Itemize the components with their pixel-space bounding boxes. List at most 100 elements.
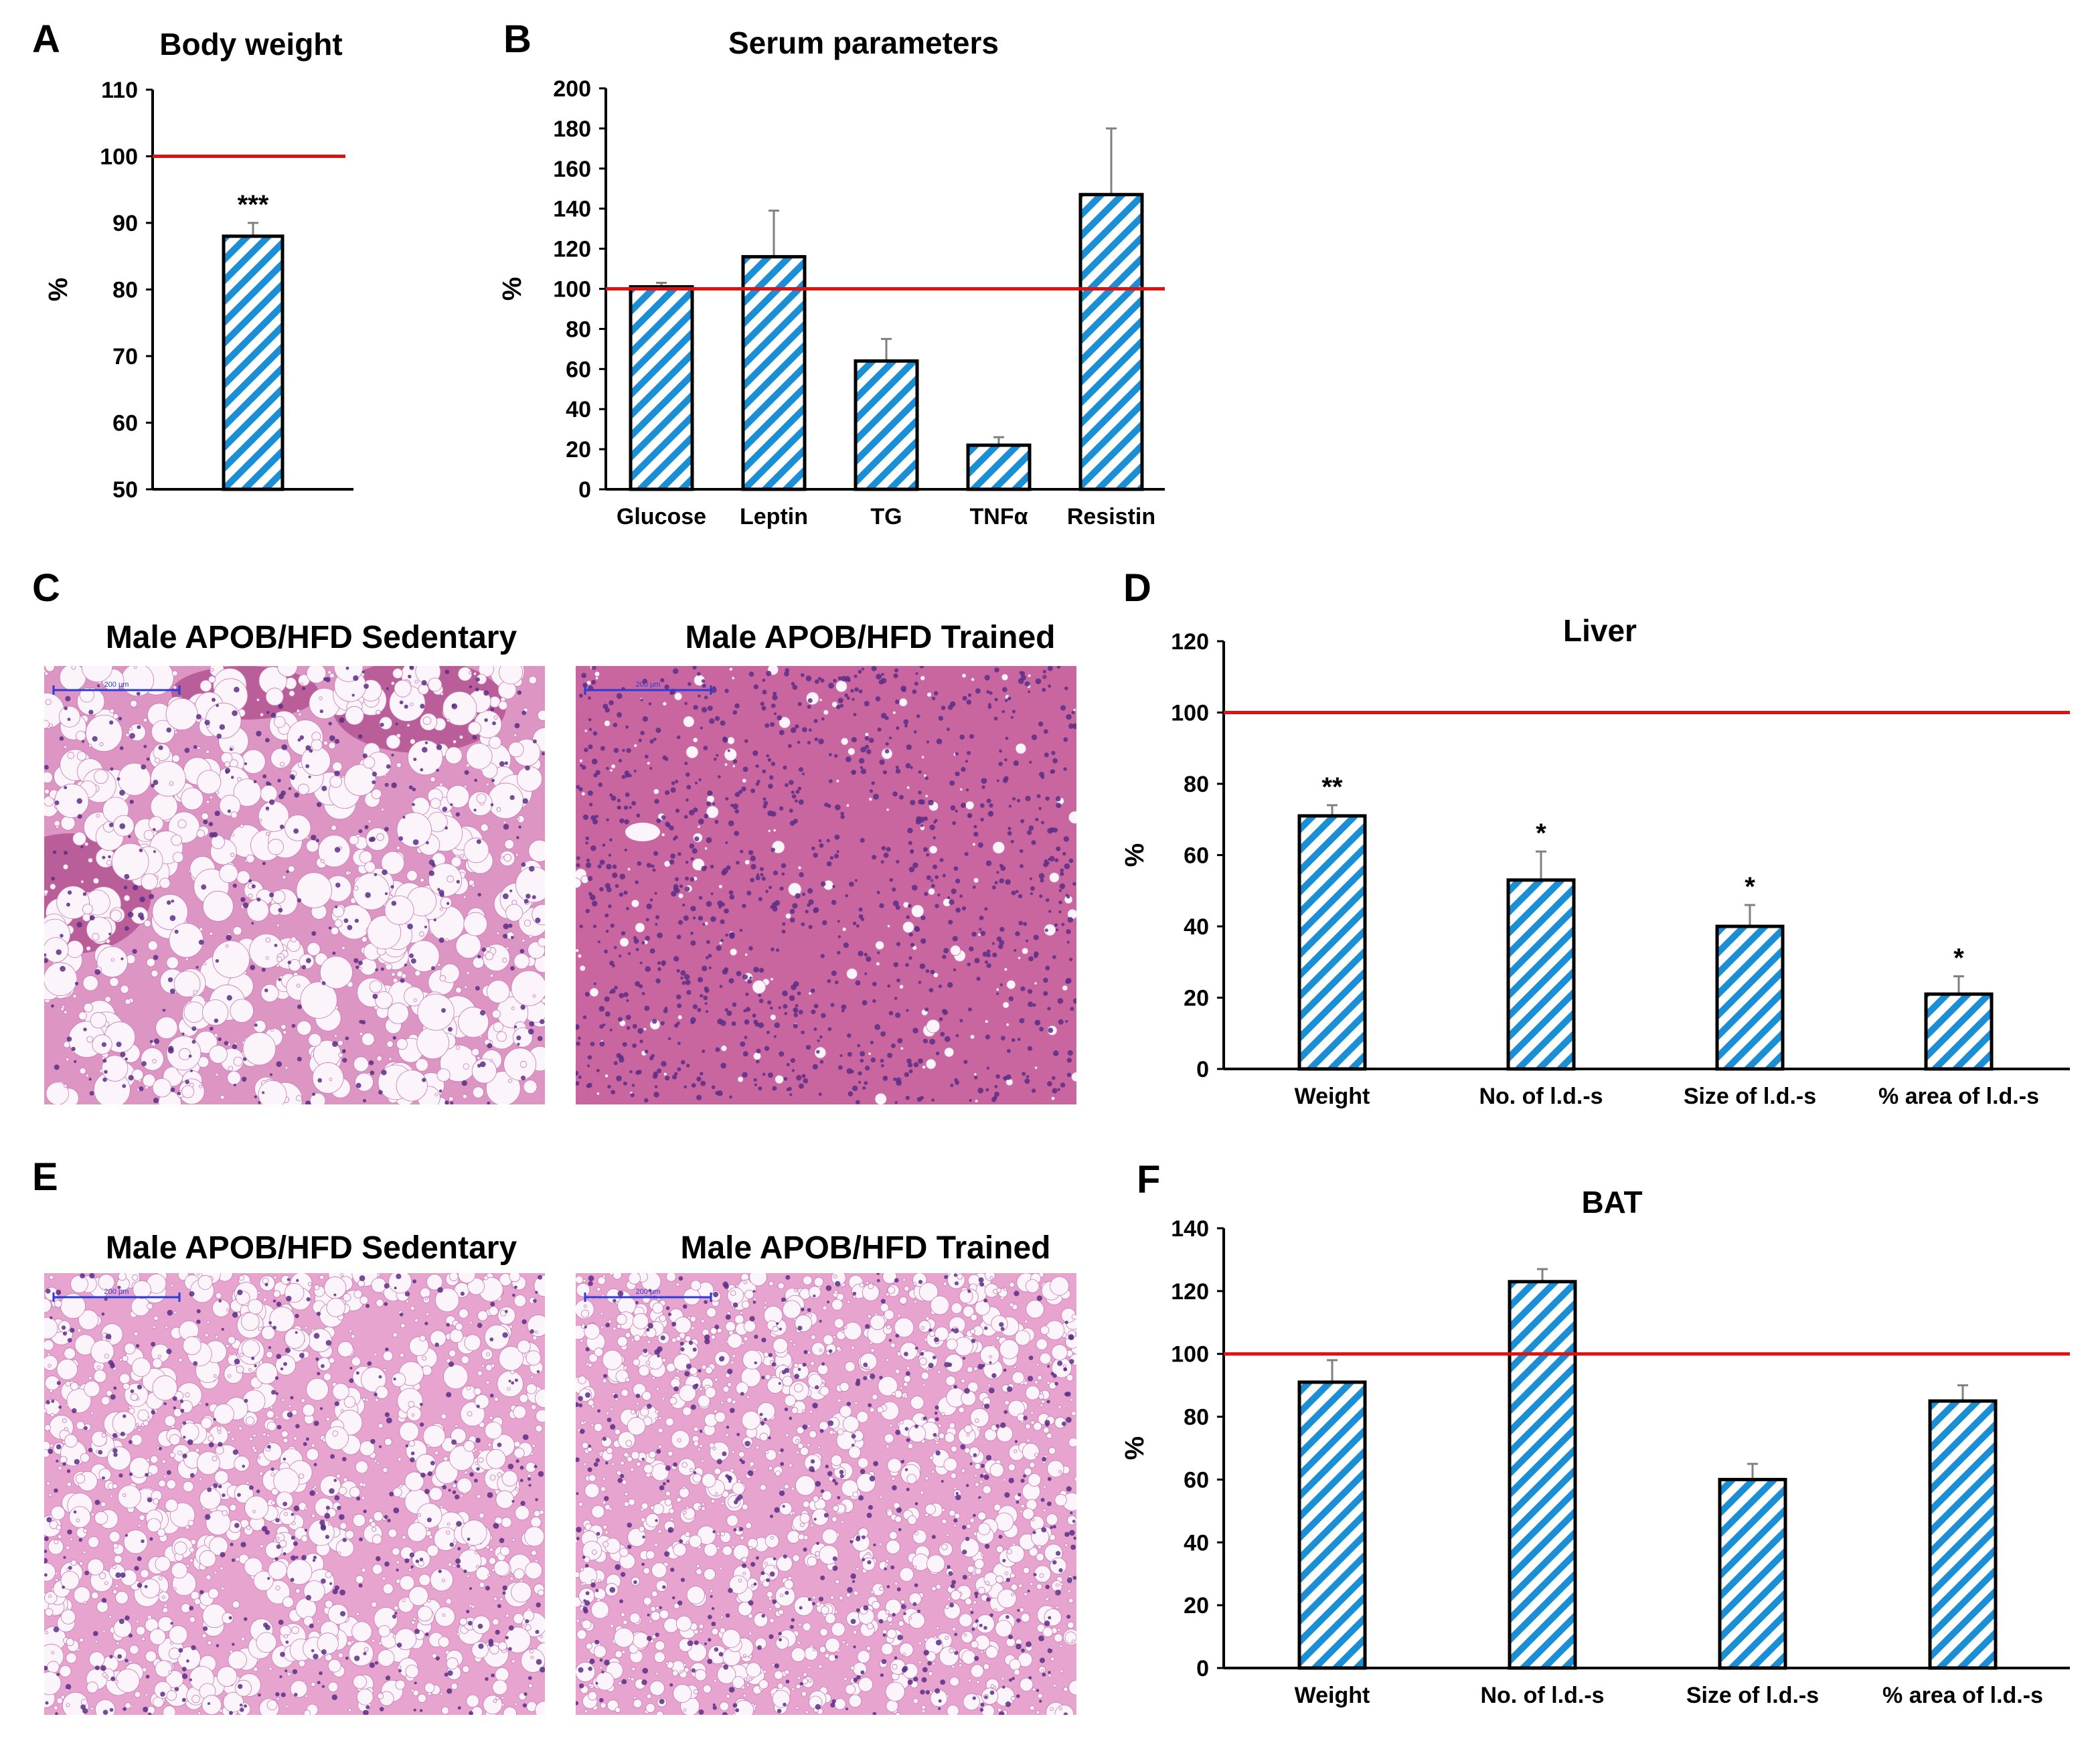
lipid-droplet: [123, 894, 131, 902]
cell-nucleus: [1058, 1019, 1064, 1025]
cell-nucleus: [680, 976, 683, 980]
lipid-droplet: [367, 915, 402, 950]
lipid-droplet: [208, 675, 216, 683]
cell-nucleus: [341, 1049, 346, 1054]
cell-nucleus: [502, 1585, 508, 1591]
lipid-droplet: [135, 1620, 139, 1624]
lipid-droplet: [396, 812, 432, 847]
category-label: Weight: [1295, 1084, 1370, 1109]
lipid-droplet: [131, 1434, 143, 1446]
lipid-droplet: [463, 1063, 470, 1070]
lipid-droplet: [621, 1479, 627, 1485]
cell-nucleus: [846, 1068, 853, 1074]
cell-nucleus: [876, 890, 880, 894]
lipid-droplet: [166, 956, 179, 969]
lipid-droplet: [477, 1056, 481, 1060]
lipid-droplet: [701, 1506, 706, 1511]
cell-nucleus: [718, 905, 722, 909]
cell-nucleus: [293, 828, 299, 834]
cell-nucleus: [299, 735, 305, 740]
cell-nucleus: [612, 864, 617, 869]
lipid-droplet: [291, 1409, 298, 1416]
lipid-droplet: [511, 1582, 532, 1603]
cell-nucleus: [989, 803, 993, 808]
lipid-droplet: [45, 699, 52, 705]
cell-nucleus: [967, 750, 971, 756]
cell-nucleus: [334, 1401, 340, 1406]
lipid-droplet: [48, 1539, 64, 1555]
lipid-droplet: [371, 788, 382, 799]
cell-nucleus: [1068, 723, 1074, 729]
cell-nucleus: [585, 836, 590, 841]
cell-nucleus: [703, 995, 708, 1001]
cell-nucleus: [694, 781, 698, 784]
cell-nucleus: [134, 1566, 139, 1571]
cell-nucleus: [705, 1010, 709, 1013]
cell-nucleus: [955, 878, 961, 884]
lipid-droplet: [189, 1616, 195, 1623]
cell-nucleus: [758, 993, 762, 997]
lipid-droplet: [961, 1469, 966, 1473]
lipid-droplet: [216, 1666, 238, 1687]
cell-nucleus: [343, 918, 349, 923]
cell-nucleus: [102, 855, 106, 859]
lipid-droplet: [513, 1440, 521, 1448]
lipid-droplet: [143, 1420, 149, 1426]
cell-nucleus: [813, 1003, 819, 1009]
lipid-droplet: [50, 1443, 54, 1448]
lipid-droplet: [170, 1284, 174, 1288]
cell-nucleus: [894, 668, 899, 673]
lipid-droplet: [503, 853, 512, 862]
lipid-droplet: [83, 1003, 93, 1013]
lipid-droplet: [236, 1365, 244, 1374]
lipid-droplet: [260, 984, 279, 1003]
cell-nucleus: [710, 687, 717, 693]
cell-nucleus: [858, 1071, 862, 1076]
lipid-droplet: [803, 1275, 813, 1286]
lipid-droplet: [496, 807, 501, 812]
y-tick-label: 120: [1171, 1279, 1209, 1305]
cell-nucleus: [308, 775, 311, 778]
lipid-droplet: [158, 1479, 166, 1488]
cell-nucleus: [1042, 687, 1046, 692]
lipid-droplet: [1071, 1411, 1076, 1416]
lipid-droplet: [453, 740, 457, 744]
lipid-droplet: [96, 1365, 101, 1369]
cell-nucleus: [198, 939, 204, 945]
cell-nucleus: [46, 1400, 50, 1405]
cell-nucleus: [685, 1064, 690, 1068]
cell-nucleus: [117, 1654, 123, 1659]
lipid-droplet: [417, 993, 455, 1031]
cell-nucleus: [819, 1035, 823, 1039]
cell-nucleus: [599, 1024, 604, 1029]
lipid-droplet: [355, 1461, 369, 1474]
lipid-droplet: [584, 729, 588, 733]
cell-nucleus: [892, 1077, 896, 1081]
lipid-droplet: [260, 784, 278, 803]
lipid-droplet: [517, 766, 543, 792]
cell-nucleus: [1020, 675, 1026, 681]
cell-nucleus: [508, 923, 513, 928]
cell-nucleus: [854, 674, 858, 678]
cell-nucleus: [753, 1078, 757, 1082]
cell-nucleus: [704, 986, 709, 991]
lipid-droplet: [539, 1509, 544, 1515]
cell-nucleus: [843, 942, 849, 948]
cell-nucleus: [959, 1019, 963, 1023]
cell-nucleus: [619, 892, 624, 897]
cell-nucleus: [375, 968, 378, 972]
lipid-droplet: [425, 1312, 430, 1317]
lipid-droplet: [581, 1442, 589, 1449]
lipid-droplet: [476, 793, 487, 804]
lipid-droplet: [950, 944, 961, 956]
lipid-droplet: [44, 1591, 58, 1604]
lipid-droplet: [846, 968, 858, 980]
cell-nucleus: [485, 1677, 489, 1681]
lipid-droplet: [287, 1672, 291, 1677]
cell-nucleus: [291, 1555, 296, 1561]
cell-nucleus: [535, 1498, 538, 1501]
cell-nucleus: [926, 740, 930, 744]
cell-nucleus: [151, 783, 155, 788]
lipid-droplet: [718, 884, 723, 889]
lipid-droplet: [359, 850, 373, 864]
